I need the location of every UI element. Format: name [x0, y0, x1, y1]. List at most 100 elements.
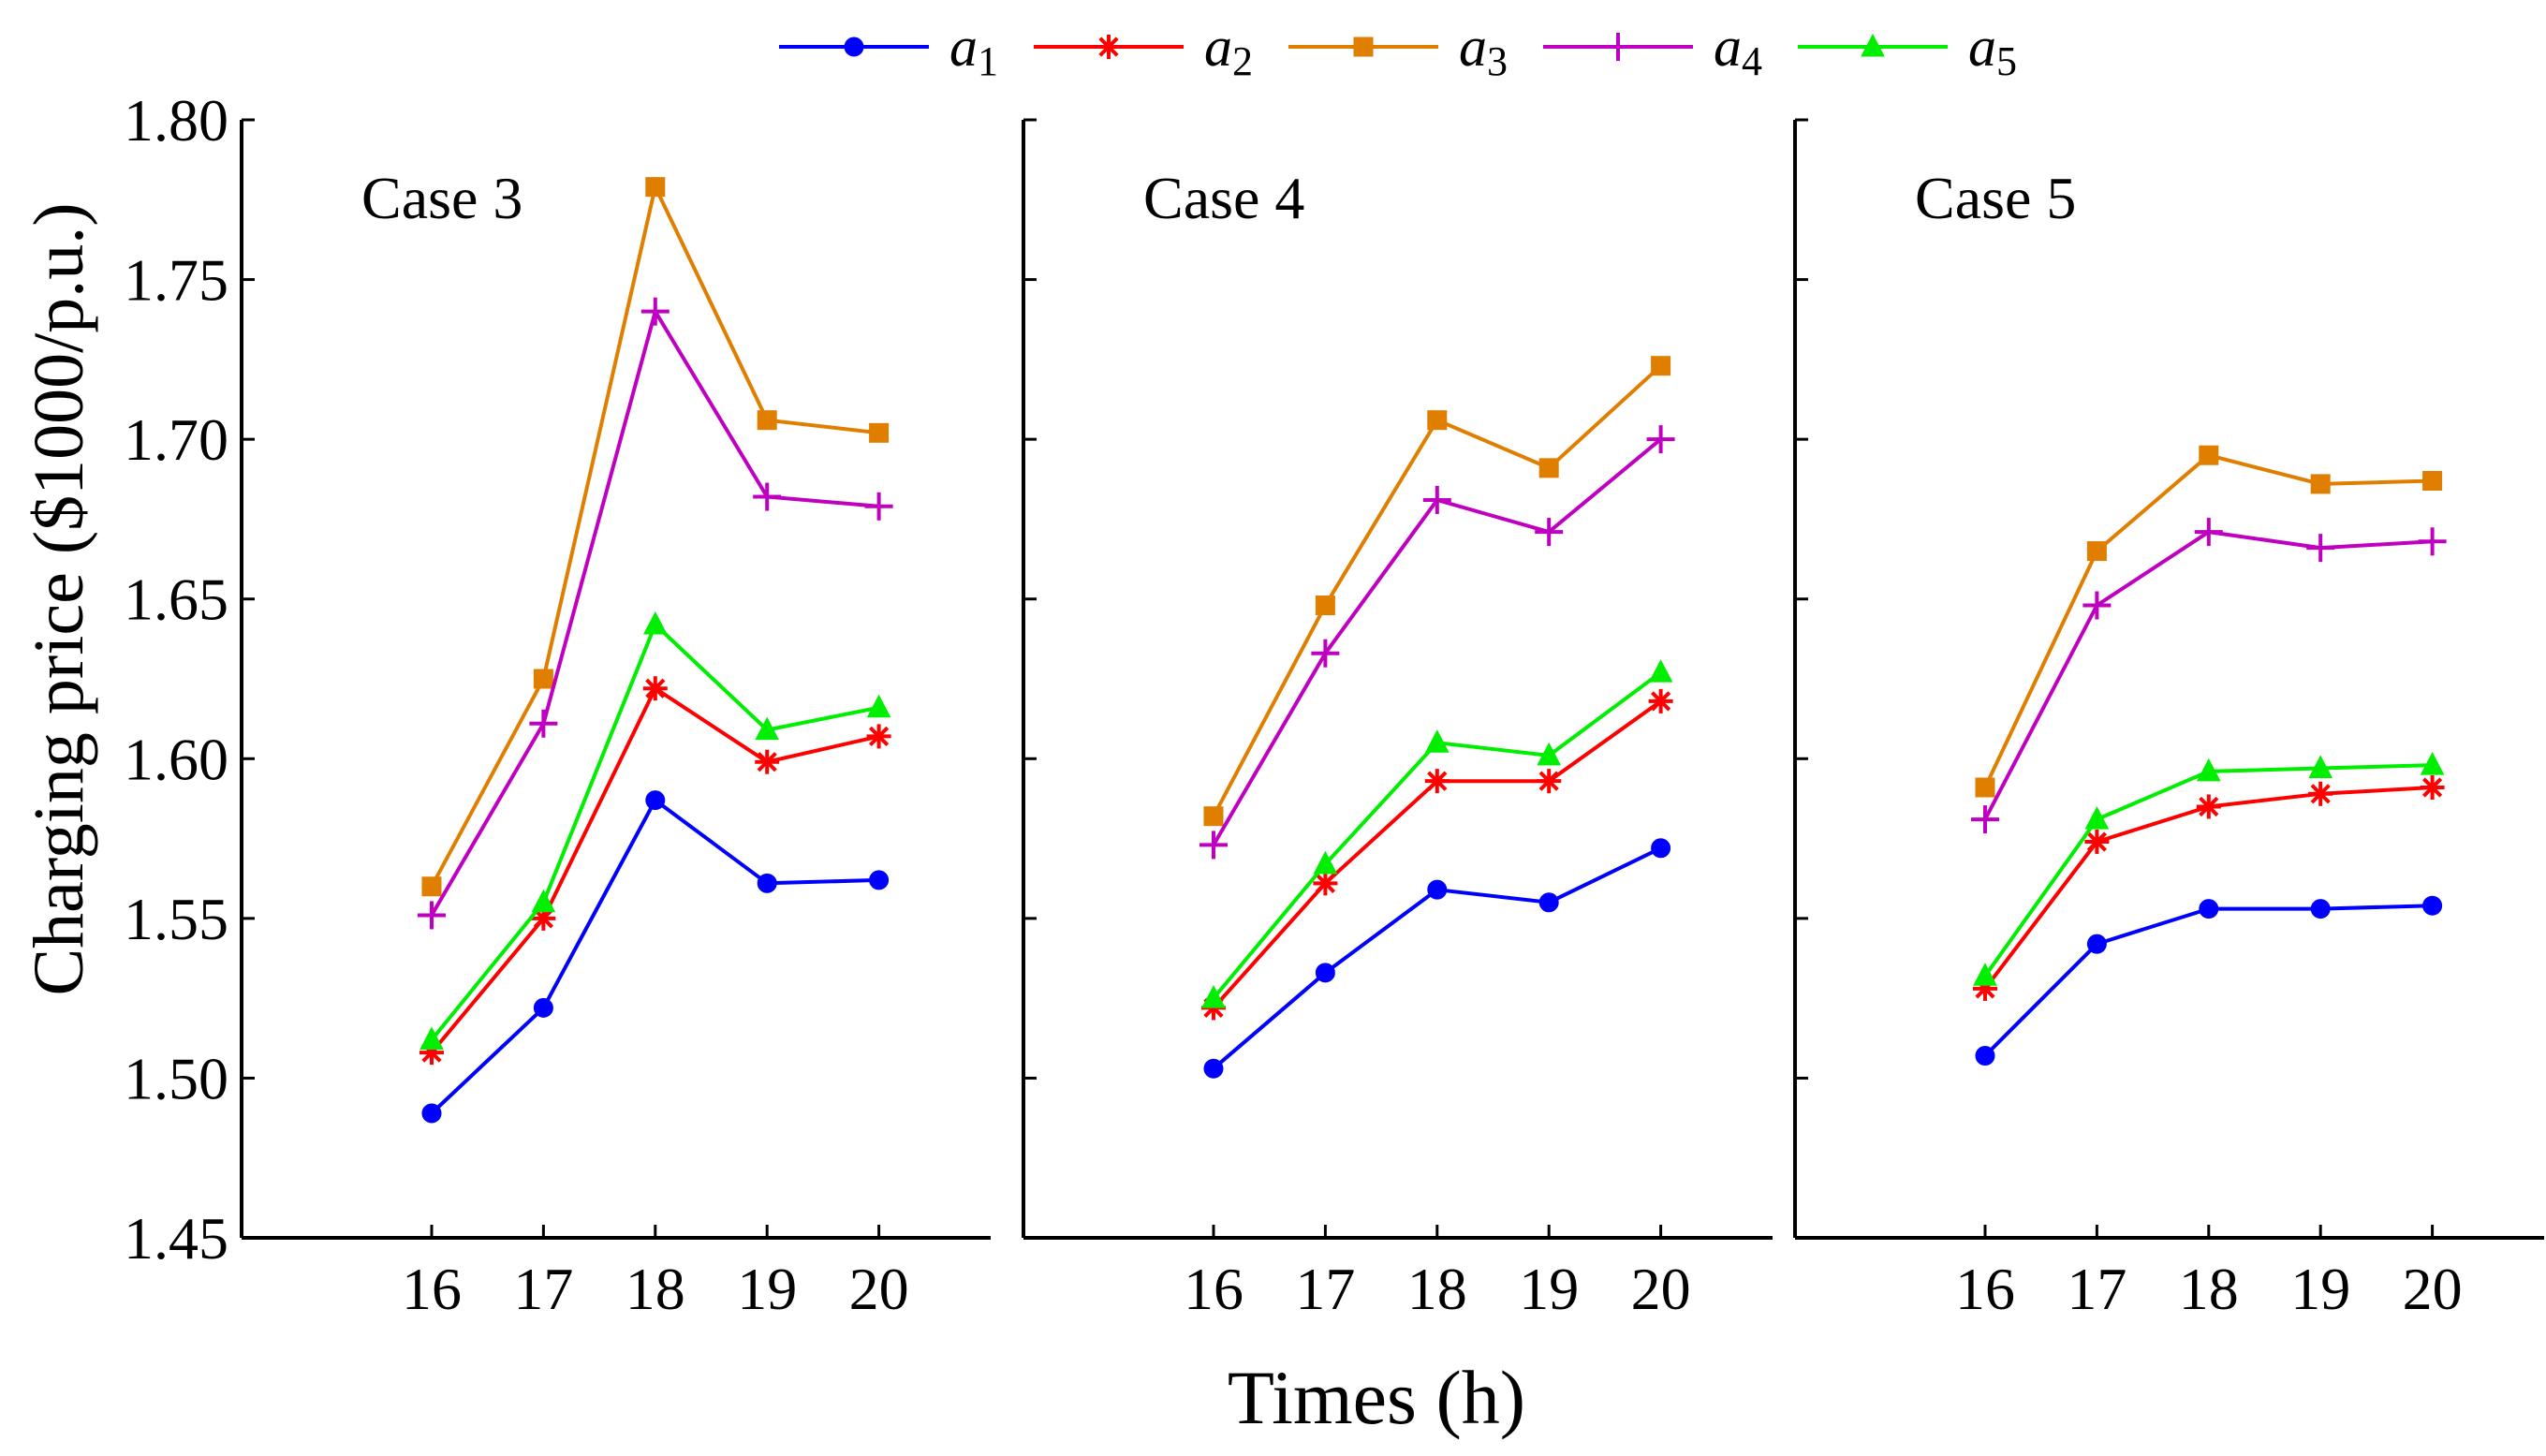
y-tick-label: 1.60 — [124, 726, 228, 792]
data-point-a4 — [2418, 527, 2447, 556]
data-point-a5 — [1201, 985, 1226, 1008]
x-tick-label: 17 — [1295, 1256, 1355, 1322]
y-tick-label: 1.55 — [124, 886, 228, 952]
case-label: Case 3 — [361, 165, 522, 231]
data-point-a3 — [1427, 410, 1448, 431]
x-tick-label: 18 — [625, 1256, 685, 1322]
legend-label: a4 — [1714, 16, 1762, 84]
data-point-a3 — [645, 177, 666, 198]
data-point-a1 — [1427, 879, 1448, 900]
legend-entry-a3: a3 — [1288, 16, 1508, 84]
legend-entry-a2: a2 — [1034, 16, 1253, 84]
panel-3: 16 17 18 19 20 Case 5 — [1793, 118, 2544, 1322]
legend-entry-a4: a4 — [1543, 16, 1762, 84]
legend-entry-a1: a1 — [779, 16, 998, 84]
x-tick-label: 16 — [402, 1256, 462, 1322]
series-line-a1 — [1983, 904, 2433, 1057]
data-point-a5 — [1537, 742, 1562, 766]
series-line-a5 — [1212, 670, 1662, 1000]
data-point-a3 — [421, 876, 442, 897]
data-point-a2 — [531, 905, 556, 931]
data-point-a3 — [1315, 596, 1335, 616]
legend-marker — [1604, 33, 1632, 61]
data-point-a4 — [753, 482, 782, 511]
x-axis-title: Times (h) — [1228, 1355, 1525, 1440]
x-tick-label: 19 — [1519, 1256, 1579, 1322]
panel-2: 16 17 18 19 20 Case 4 — [1022, 118, 1773, 1322]
series-line-a3 — [430, 184, 879, 888]
data-point-a5 — [531, 889, 556, 913]
series-a4 — [1199, 425, 1675, 860]
y-tick-label: 1.50 — [124, 1045, 228, 1111]
legend-subscript: 2 — [1232, 38, 1253, 84]
data-point-a5 — [2084, 806, 2110, 830]
data-point-a5 — [2196, 757, 2221, 782]
legend-label: a5 — [1968, 16, 2017, 84]
data-point-a2 — [2308, 781, 2333, 806]
series-a5 — [1201, 659, 1673, 1008]
series-a1 — [421, 790, 890, 1124]
x-tick-label: 18 — [2179, 1256, 2239, 1322]
data-point-a1 — [2310, 899, 2331, 919]
data-point-a2 — [866, 724, 891, 749]
data-point-a2 — [2196, 794, 2221, 819]
data-point-a3 — [2310, 474, 2331, 494]
data-point-a4 — [1535, 518, 1564, 547]
x-tick-label: 18 — [1407, 1256, 1467, 1322]
data-point-a4 — [1422, 485, 1451, 514]
data-point-a4 — [2194, 518, 2223, 547]
data-point-a4 — [864, 492, 893, 521]
data-point-a5 — [755, 716, 780, 741]
data-point-a3 — [757, 410, 777, 431]
data-point-a1 — [645, 790, 666, 811]
data-point-a2 — [2420, 774, 2445, 800]
data-point-a2 — [1424, 769, 1450, 794]
series-a2 — [419, 676, 891, 1066]
series-line-a3 — [1983, 453, 2433, 788]
data-point-a4 — [417, 901, 446, 930]
data-point-a2 — [2084, 829, 2110, 854]
x-tick-label: 19 — [737, 1256, 797, 1322]
data-point-a2 — [1648, 688, 1673, 713]
data-point-a5 — [642, 610, 668, 635]
data-point-a1 — [2199, 899, 2219, 919]
data-point-a2 — [642, 676, 668, 701]
data-point-a1 — [1651, 838, 1671, 859]
data-point-a3 — [1538, 458, 1559, 478]
legend-marker — [1096, 35, 1121, 59]
legend-label: a1 — [949, 16, 998, 84]
data-point-a4 — [1311, 639, 1340, 668]
data-point-a3 — [2199, 445, 2219, 465]
data-point-a1 — [869, 870, 890, 890]
data-point-a1 — [421, 1103, 442, 1124]
data-point-a4 — [2082, 591, 2112, 620]
x-tick-label: 20 — [849, 1256, 909, 1322]
data-point-a5 — [2420, 752, 2445, 775]
data-point-a1 — [1315, 963, 1335, 983]
y-tick-label: 1.45 — [124, 1205, 228, 1272]
data-point-a5 — [1648, 659, 1673, 683]
data-point-a5 — [866, 694, 891, 718]
legend-label: a2 — [1204, 16, 1253, 84]
series-a2 — [1200, 688, 1673, 1021]
data-point-a4 — [1199, 831, 1228, 860]
data-point-a4 — [2306, 534, 2335, 563]
panel-1: 1.45 1.50 1.55 1.60 1.65 1.70 1.75 1.80 16 17 18 19… — [124, 87, 991, 1322]
legend-marker — [1353, 37, 1374, 57]
data-point-a4 — [640, 297, 670, 326]
data-point-a1 — [533, 997, 553, 1018]
y-tick-label: 1.75 — [124, 247, 228, 314]
data-point-a4 — [1646, 425, 1675, 454]
data-point-a5 — [1313, 850, 1338, 875]
legend-marker — [844, 37, 864, 57]
data-point-a1 — [1203, 1058, 1224, 1079]
series-a5 — [419, 610, 891, 1050]
series-a5 — [1973, 752, 2445, 986]
series-line-a2 — [430, 686, 880, 1054]
data-point-a3 — [533, 669, 553, 689]
x-tick-label: 20 — [1631, 1256, 1691, 1322]
case-label: Case 5 — [1915, 165, 2076, 231]
y-tick-label: 1.65 — [124, 566, 228, 633]
data-point-a5 — [419, 1026, 444, 1050]
